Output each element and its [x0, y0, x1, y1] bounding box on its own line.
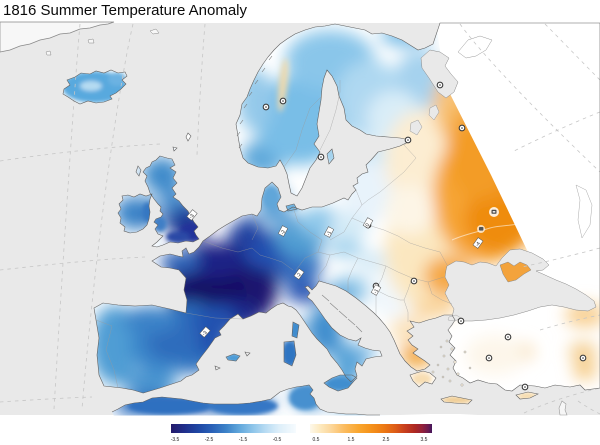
svg-text:1.5: 1.5 — [348, 437, 355, 443]
svg-text:-2.5: -2.5 — [205, 437, 214, 443]
svg-text:-1: -1 — [326, 230, 333, 237]
svg-text:-2: -2 — [280, 229, 287, 236]
svg-text:1816 Summer Temperature Anomal: 1816 Summer Temperature Anomaly — [3, 2, 248, 19]
svg-text:-1.5: -1.5 — [239, 437, 248, 443]
svg-text:-0.5: -0.5 — [273, 437, 282, 443]
svg-text:-4: -4 — [474, 241, 482, 248]
svg-text:0: 0 — [365, 222, 372, 228]
svg-text:-3: -3 — [201, 330, 209, 337]
svg-text:-1: -1 — [373, 288, 381, 295]
svg-text:2.5: 2.5 — [383, 437, 390, 443]
svg-text:-3.5: -3.5 — [171, 437, 180, 443]
svg-text:3.5: 3.5 — [421, 437, 428, 443]
svg-text:-2: -2 — [295, 272, 303, 279]
svg-text:-3: -3 — [188, 213, 196, 220]
svg-text:0.5: 0.5 — [313, 437, 320, 443]
